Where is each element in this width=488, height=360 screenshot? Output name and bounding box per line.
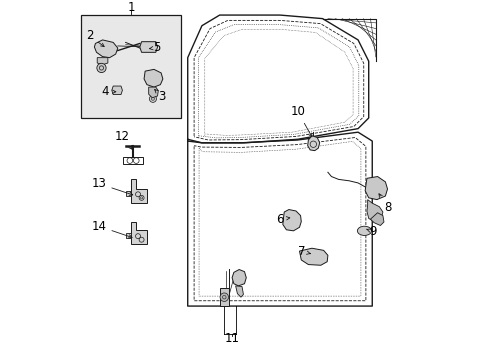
Polygon shape [125,191,131,196]
Circle shape [220,293,228,301]
Polygon shape [131,222,146,244]
Text: 4: 4 [102,85,116,98]
Text: 5: 5 [149,41,160,54]
Text: 10: 10 [290,105,311,137]
Polygon shape [144,69,163,87]
Polygon shape [232,270,246,286]
Polygon shape [148,87,158,98]
Polygon shape [131,179,146,203]
Polygon shape [112,86,122,95]
Text: 8: 8 [378,194,391,214]
Text: 12: 12 [114,130,132,149]
Text: 14: 14 [91,220,132,238]
Text: 11: 11 [224,332,239,345]
Polygon shape [235,286,243,297]
Polygon shape [219,288,228,306]
Polygon shape [140,42,157,52]
Circle shape [149,95,156,102]
Polygon shape [366,199,382,222]
Text: 3: 3 [154,90,165,103]
Polygon shape [94,40,118,58]
Ellipse shape [357,226,371,235]
Text: 2: 2 [85,29,104,46]
Text: 7: 7 [297,244,310,257]
Text: 6: 6 [276,213,289,226]
Polygon shape [370,213,383,225]
Polygon shape [365,176,386,199]
Polygon shape [125,233,131,238]
Text: 1: 1 [127,1,134,14]
Circle shape [97,63,106,73]
Bar [81,15,180,118]
Text: 9: 9 [366,225,376,238]
Text: 13: 13 [91,177,132,195]
Polygon shape [299,248,327,265]
Polygon shape [282,210,301,231]
Polygon shape [97,58,108,65]
Polygon shape [307,136,319,150]
